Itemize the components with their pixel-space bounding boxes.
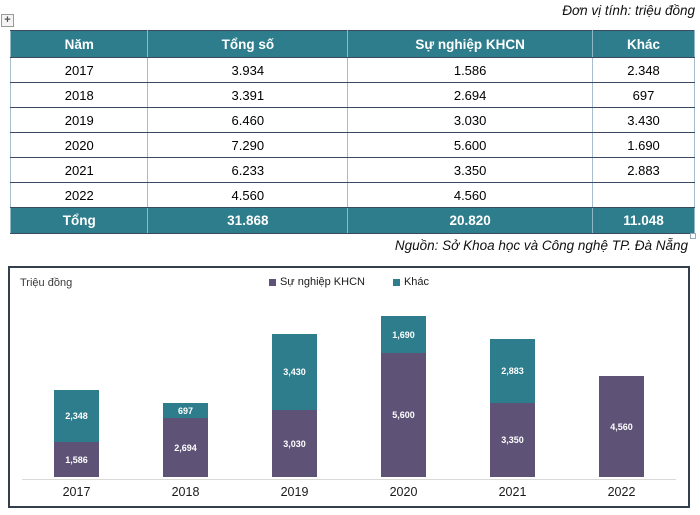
- bar-value-label: 3,430: [283, 367, 306, 377]
- table-cell: 2018: [9, 82, 149, 108]
- table-cell: 697: [592, 82, 695, 108]
- table-cell: 4.560: [347, 182, 594, 208]
- bar-stack: 697 2,694: [163, 403, 208, 477]
- x-axis-label: 2020: [389, 485, 418, 499]
- x-axis-label: 2018: [171, 485, 200, 499]
- bar-segment: 2,348: [54, 390, 99, 442]
- bar-stack: 3,430 3,030: [272, 334, 317, 477]
- bar-column: 2,883 3,350: [458, 339, 567, 477]
- legend-swatch-purple-icon: [268, 278, 276, 286]
- bar-value-label: 2,348: [65, 411, 88, 421]
- unit-note: Đơn vị tính: triệu đồng: [562, 3, 695, 18]
- table-row: 2018 3.391 2.694 697: [9, 82, 695, 108]
- table-cell: 5.600: [347, 132, 594, 158]
- bar-stack: 2,883 3,350: [490, 339, 535, 477]
- source-note: Nguồn: Sở Khoa học và Công nghệ TP. Đà N…: [394, 238, 688, 253]
- bar-segment: 3,030: [272, 410, 317, 477]
- bar-column: 697 2,694: [131, 403, 240, 477]
- bar-value-label: 3,350: [501, 435, 524, 445]
- table-cell: 3.934: [147, 57, 349, 83]
- table-move-handle-icon[interactable]: +: [1, 14, 14, 27]
- table-total-row: Tổng 31.868 20.820 11.048: [9, 207, 695, 234]
- legend-label-other: Khác: [403, 276, 430, 288]
- bar-segment: 1,586: [54, 442, 99, 477]
- bar-column: 3,430 3,030: [240, 334, 349, 477]
- header-cell-khcn: Sự nghiệp KHCN: [347, 30, 594, 58]
- bar-value-label: 3,030: [283, 438, 306, 449]
- bar-segment: 3,350: [490, 403, 535, 477]
- table-cell: 3.350: [347, 157, 594, 183]
- table-row: 2017 3.934 1.586 2.348: [9, 57, 695, 83]
- table-cell: 1.586: [347, 57, 594, 83]
- table-resize-handle[interactable]: [690, 233, 696, 239]
- table-cell: 6.233: [147, 157, 349, 183]
- legend-swatch-teal-icon: [392, 278, 400, 286]
- table-cell: 1.690: [592, 132, 695, 158]
- bar-value-label: 1,586: [65, 454, 88, 465]
- table-row: 2021 6.233 3.350 2.883: [9, 157, 695, 183]
- header-cell-other: Khác: [592, 30, 695, 58]
- budget-table: Năm Tổng số Sự nghiệp KHCN Khác 2017 3.93…: [9, 30, 695, 234]
- table-cell: 6.460: [147, 107, 349, 133]
- stacked-bar-chart: Triệu đồng Sự nghiệp KHCN Khác 2,348 1,58…: [8, 266, 690, 508]
- total-sum-cell: 31.868: [147, 207, 349, 234]
- legend-item-khcn: Sự nghiệp KHCN: [268, 276, 365, 288]
- chart-legend: Sự nghiệp KHCN Khác: [10, 276, 688, 288]
- table-cell: 2.694: [347, 82, 594, 108]
- x-axis-label: 2021: [498, 485, 527, 499]
- bar-value-label: 697: [177, 405, 194, 416]
- table-row: 2019 6.460 3.030 3.430: [9, 107, 695, 133]
- table-row: 2020 7.290 5.600 1.690: [9, 132, 695, 158]
- bar-segment: 5,600: [381, 353, 426, 477]
- bar-column: 4,560: [567, 376, 676, 477]
- bar-segment: 1,690: [381, 316, 426, 353]
- x-axis-label: 2022: [607, 485, 636, 499]
- total-label-cell: Tổng: [9, 207, 149, 234]
- total-other-cell: 11.048: [592, 207, 695, 234]
- table-cell: 3.030: [347, 107, 594, 133]
- table-cell: 2020: [9, 132, 149, 158]
- total-khcn-cell: 20.820: [347, 207, 594, 234]
- x-axis-label: 2017: [62, 485, 91, 499]
- chart-y-axis-title: Triệu đồng: [20, 277, 73, 289]
- header-cell-total: Tổng số: [147, 30, 349, 58]
- bar-stack: 1,690 5,600: [381, 316, 426, 477]
- bar-value-label: 2,883: [501, 366, 524, 376]
- legend-item-other: Khác: [392, 276, 430, 288]
- bar-value-label: 2,694: [174, 442, 197, 453]
- legend-label-khcn: Sự nghiệp KHCN: [279, 276, 365, 288]
- table-cell: [592, 182, 695, 208]
- bar-stack: 2,348 1,586: [54, 390, 99, 477]
- table-cell: 2022: [9, 182, 149, 208]
- table-cell: 4.560: [147, 182, 349, 208]
- bar-segment: 2,694: [163, 418, 208, 477]
- header-cell-year: Năm: [9, 30, 149, 58]
- x-axis-label: 2019: [280, 485, 309, 499]
- table-cell: 3.430: [592, 107, 695, 133]
- table-cell: 2.883: [592, 157, 695, 183]
- table-row: 2022 4.560 4.560: [9, 182, 695, 208]
- table-cell: 2019: [9, 107, 149, 133]
- bar-value-label: 5,600: [392, 410, 415, 420]
- x-axis-line: [22, 479, 676, 480]
- bar-segment: 3,430: [272, 334, 317, 410]
- table-header-row: Năm Tổng số Sự nghiệp KHCN Khác: [9, 30, 695, 58]
- table-body: 2017 3.934 1.586 2.348 2018 3.391 2.694 697 2019…: [9, 57, 695, 208]
- table-cell: 3.391: [147, 82, 349, 108]
- bar-column: 2,348 1,586: [22, 390, 131, 477]
- bar-segment: 697: [163, 403, 208, 418]
- bar-segment: 2,883: [490, 339, 535, 403]
- table-cell: 2.348: [592, 57, 695, 83]
- bar-column: 1,690 5,600: [349, 316, 458, 477]
- table-cell: 7.290: [147, 132, 349, 158]
- table-cell: 2021: [9, 157, 149, 183]
- bar-stack: 4,560: [599, 376, 644, 477]
- bar-value-label: 1,690: [392, 329, 415, 340]
- table-cell: 2017: [9, 57, 149, 83]
- x-labels: 2017 2018 2019 2020 2021 2022: [22, 485, 676, 499]
- bar-segment: 4,560: [599, 376, 644, 477]
- bars-row: 2,348 1,586 697 2,694 3,430 3,030 1,690 5,600 2,…: [22, 316, 676, 477]
- bar-value-label: 4,560: [610, 421, 633, 432]
